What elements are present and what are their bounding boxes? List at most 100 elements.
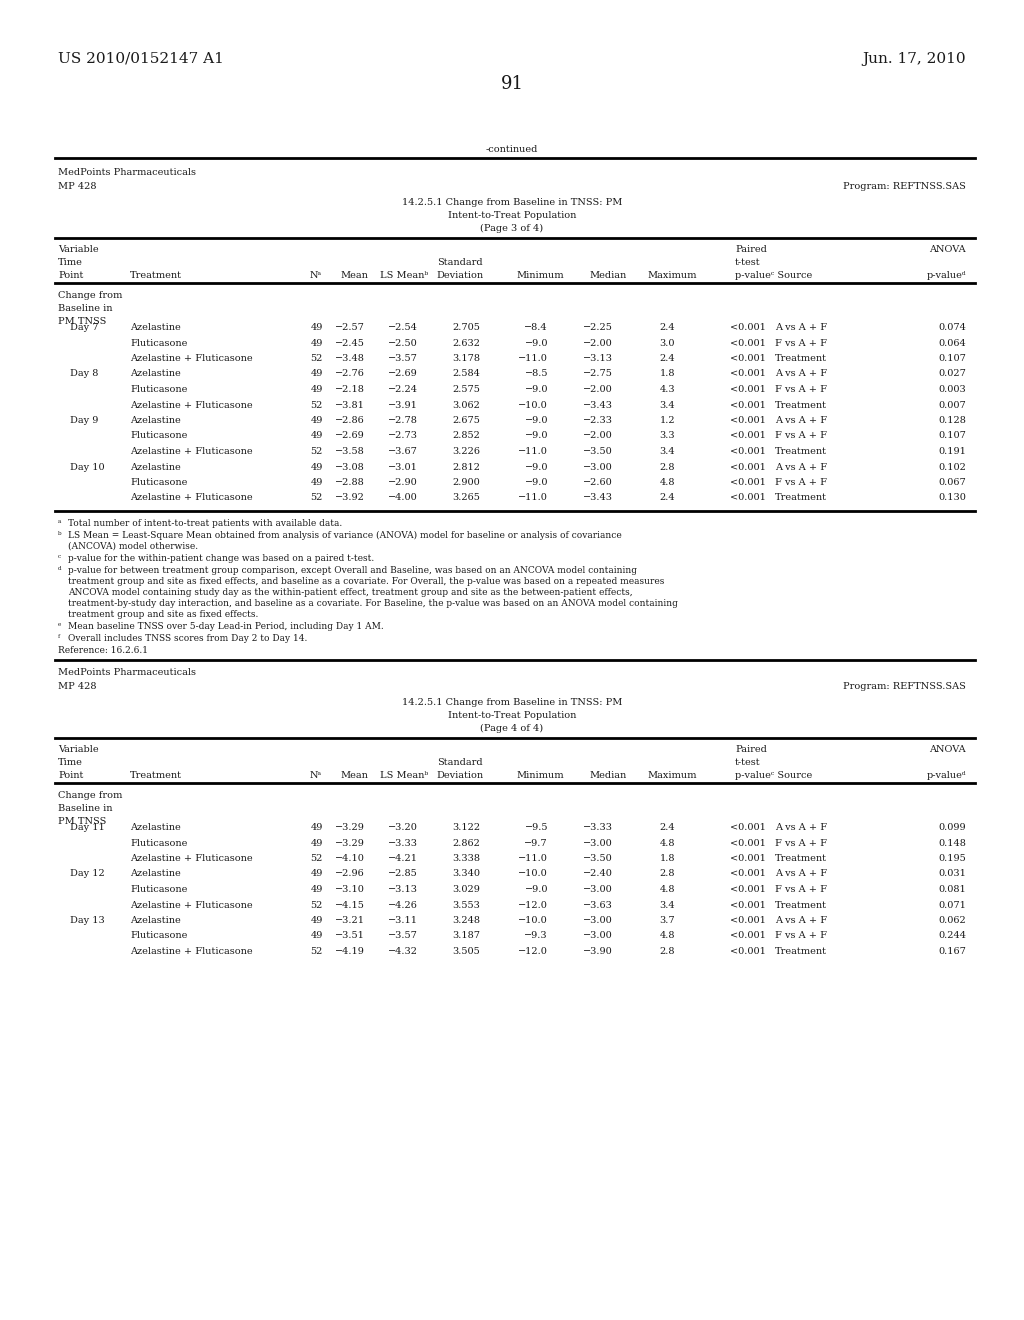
Text: ANOVA: ANOVA	[930, 744, 966, 754]
Text: 49: 49	[310, 478, 323, 487]
Text: <0.001: <0.001	[730, 385, 766, 393]
Text: Point: Point	[58, 271, 83, 280]
Text: F vs A + F: F vs A + F	[775, 338, 827, 347]
Text: Program: REFTNSS.SAS: Program: REFTNSS.SAS	[843, 182, 966, 191]
Text: −9.0: −9.0	[524, 416, 548, 425]
Text: <0.001: <0.001	[730, 400, 766, 409]
Text: −2.96: −2.96	[335, 870, 365, 879]
Text: Azelastine + Fluticasone: Azelastine + Fluticasone	[130, 494, 253, 503]
Text: PM TNSS: PM TNSS	[58, 817, 106, 826]
Text: 2.8: 2.8	[659, 946, 675, 956]
Text: −3.43: −3.43	[583, 494, 613, 503]
Text: −9.3: −9.3	[524, 932, 548, 940]
Text: 3.4: 3.4	[659, 400, 675, 409]
Text: 0.064: 0.064	[938, 338, 966, 347]
Text: −3.01: −3.01	[388, 462, 418, 471]
Text: −3.90: −3.90	[584, 946, 613, 956]
Text: 3.265: 3.265	[453, 494, 480, 503]
Text: <0.001: <0.001	[730, 447, 766, 455]
Text: Standard: Standard	[437, 257, 482, 267]
Text: 2.4: 2.4	[659, 494, 675, 503]
Text: t-test: t-test	[735, 758, 761, 767]
Text: Fluticasone: Fluticasone	[130, 338, 187, 347]
Text: 3.553: 3.553	[453, 900, 480, 909]
Text: Deviation: Deviation	[436, 271, 483, 280]
Text: −10.0: −10.0	[518, 400, 548, 409]
Text: Fluticasone: Fluticasone	[130, 478, 187, 487]
Text: Treatment: Treatment	[775, 494, 827, 503]
Text: −3.57: −3.57	[388, 932, 418, 940]
Text: Treatment: Treatment	[130, 271, 182, 280]
Text: 0.027: 0.027	[938, 370, 966, 379]
Text: Minimum: Minimum	[516, 771, 564, 780]
Text: Fluticasone: Fluticasone	[130, 838, 187, 847]
Text: <0.001: <0.001	[730, 854, 766, 863]
Text: 49: 49	[310, 432, 323, 441]
Text: 0.071: 0.071	[938, 900, 966, 909]
Text: 3.340: 3.340	[452, 870, 480, 879]
Text: 0.128: 0.128	[938, 416, 966, 425]
Text: 1.2: 1.2	[659, 416, 675, 425]
Text: −9.0: −9.0	[524, 478, 548, 487]
Text: Azelastine + Fluticasone: Azelastine + Fluticasone	[130, 400, 253, 409]
Text: 0.031: 0.031	[938, 870, 966, 879]
Text: (ANCOVA) model otherwise.: (ANCOVA) model otherwise.	[68, 543, 198, 550]
Text: 0.107: 0.107	[938, 432, 966, 441]
Text: Nᵃ: Nᵃ	[310, 771, 323, 780]
Text: −3.58: −3.58	[335, 447, 365, 455]
Text: Azelastine: Azelastine	[130, 416, 181, 425]
Text: −2.33: −2.33	[583, 416, 613, 425]
Text: <0.001: <0.001	[730, 870, 766, 879]
Text: p-valueᵈ: p-valueᵈ	[927, 271, 966, 280]
Text: (Page 3 of 4): (Page 3 of 4)	[480, 224, 544, 234]
Text: −3.00: −3.00	[584, 884, 613, 894]
Text: <0.001: <0.001	[730, 900, 766, 909]
Text: 3.122: 3.122	[452, 822, 480, 832]
Text: ᵈ: ᵈ	[58, 566, 61, 576]
Text: −2.50: −2.50	[388, 338, 418, 347]
Text: p-valueᶜ Source: p-valueᶜ Source	[735, 771, 812, 780]
Text: −2.25: −2.25	[583, 323, 613, 333]
Text: 3.4: 3.4	[659, 900, 675, 909]
Text: −4.10: −4.10	[335, 854, 365, 863]
Text: Day 11: Day 11	[70, 822, 104, 832]
Text: <0.001: <0.001	[730, 916, 766, 925]
Text: −2.00: −2.00	[584, 338, 613, 347]
Text: treatment group and site as fixed effects, and baseline as a covariate. For Over: treatment group and site as fixed effect…	[68, 577, 665, 586]
Text: p-value for the within-patient change was based on a paired t-test.: p-value for the within-patient change wa…	[68, 554, 374, 564]
Text: 49: 49	[310, 870, 323, 879]
Text: F vs A + F: F vs A + F	[775, 884, 827, 894]
Text: p-valueᵈ: p-valueᵈ	[927, 771, 966, 780]
Text: A vs A + F: A vs A + F	[775, 916, 827, 925]
Text: ᵃ: ᵃ	[58, 519, 61, 528]
Text: 0.003: 0.003	[938, 385, 966, 393]
Text: 0.099: 0.099	[938, 822, 966, 832]
Text: Change from: Change from	[58, 290, 123, 300]
Text: 52: 52	[310, 494, 323, 503]
Text: 2.862: 2.862	[453, 838, 480, 847]
Text: 3.505: 3.505	[453, 946, 480, 956]
Text: Variable: Variable	[58, 744, 98, 754]
Text: p-value for between treatment group comparison, except Overall and Baseline, was: p-value for between treatment group comp…	[68, 566, 637, 576]
Text: −12.0: −12.0	[518, 946, 548, 956]
Text: MP 428: MP 428	[58, 182, 96, 191]
Text: <0.001: <0.001	[730, 494, 766, 503]
Text: F vs A + F: F vs A + F	[775, 432, 827, 441]
Text: 2.852: 2.852	[453, 432, 480, 441]
Text: treatment group and site as fixed effects.: treatment group and site as fixed effect…	[68, 610, 258, 619]
Text: 1.8: 1.8	[659, 370, 675, 379]
Text: 52: 52	[310, 447, 323, 455]
Text: 0.191: 0.191	[938, 447, 966, 455]
Text: 49: 49	[310, 884, 323, 894]
Text: Maximum: Maximum	[647, 771, 696, 780]
Text: −3.57: −3.57	[388, 354, 418, 363]
Text: Day 8: Day 8	[70, 370, 98, 379]
Text: −4.15: −4.15	[335, 900, 365, 909]
Text: 49: 49	[310, 932, 323, 940]
Text: 2.675: 2.675	[453, 416, 480, 425]
Text: −3.48: −3.48	[335, 354, 365, 363]
Text: 0.130: 0.130	[938, 494, 966, 503]
Text: Treatment: Treatment	[775, 447, 827, 455]
Text: 3.338: 3.338	[452, 854, 480, 863]
Text: −9.0: −9.0	[524, 884, 548, 894]
